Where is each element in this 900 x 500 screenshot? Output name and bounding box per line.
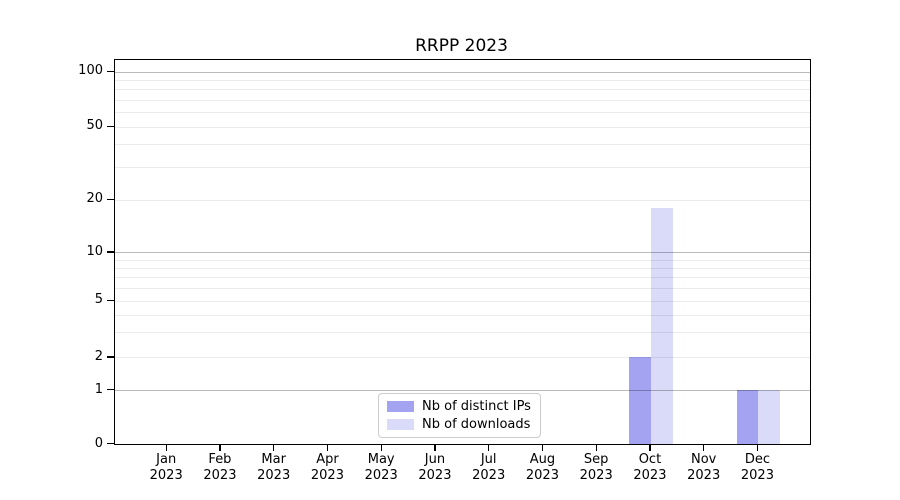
x-tick-mark: [434, 444, 436, 452]
gridline-major: [115, 252, 810, 254]
x-tick-mark: [380, 444, 382, 452]
x-tick-mark: [219, 444, 221, 452]
x-tick-label: May 2023: [364, 452, 398, 483]
x-tick-label: Aug 2023: [525, 452, 559, 483]
gridline-major: [115, 71, 810, 73]
x-tick-mark: [703, 444, 705, 452]
x-tick-label: Nov 2023: [687, 452, 721, 483]
y-tick-label: 5: [94, 292, 103, 308]
gridline-minor: [115, 267, 810, 269]
x-tick-label: Sep 2023: [579, 452, 613, 483]
x-tick-label: Jun 2023: [418, 452, 452, 483]
gridline-minor: [115, 89, 810, 91]
x-tick-label: Oct 2023: [633, 452, 667, 483]
x-tick-mark: [649, 444, 651, 452]
gridline-minor: [115, 332, 810, 334]
gridline-minor: [115, 100, 810, 101]
legend-swatch: [387, 419, 414, 430]
x-tick-mark: [326, 444, 329, 452]
legend-item: Nb of downloads: [387, 417, 531, 432]
y-tick-label: 2: [94, 348, 103, 364]
y-tick-label: 1: [94, 381, 103, 397]
gridline-minor: [115, 357, 810, 359]
y-tick-label: 100: [78, 63, 103, 79]
y-tick-mark: [107, 198, 114, 200]
plot-area: [114, 59, 811, 445]
x-tick-mark: [541, 444, 544, 452]
x-tick-label: Apr 2023: [310, 452, 344, 483]
gridline-minor: [115, 287, 810, 289]
y-tick-mark: [107, 443, 114, 445]
y-tick-label: 50: [86, 118, 103, 134]
y-tick-mark: [107, 251, 114, 253]
x-tick-mark: [488, 444, 490, 452]
x-tick-mark: [595, 444, 597, 452]
gridline-minor: [115, 167, 810, 169]
gridline-minor: [115, 300, 810, 302]
bar-distinct-ips: [736, 390, 759, 444]
legend: Nb of distinct IPs Nb of downloads: [378, 393, 541, 438]
gridline-minor: [115, 277, 810, 279]
x-tick-label: Dec 2023: [740, 452, 774, 483]
x-tick-mark: [756, 444, 759, 452]
legend-swatch: [387, 401, 414, 412]
legend-label: Nb of downloads: [422, 417, 531, 432]
y-tick-mark: [107, 125, 114, 127]
legend-label: Nb of distinct IPs: [422, 399, 531, 414]
bar-downloads: [758, 390, 781, 444]
gridline-minor: [115, 199, 810, 201]
gridline-minor: [115, 314, 810, 316]
gridline-minor: [115, 80, 810, 82]
x-tick-label: Jul 2023: [472, 452, 506, 483]
x-tick-label: Feb 2023: [203, 452, 237, 483]
x-tick-mark: [273, 444, 275, 452]
y-tick-mark: [107, 70, 114, 72]
y-tick-mark: [107, 299, 114, 301]
x-tick-label: Mar 2023: [257, 452, 291, 483]
x-tick-label: Jan 2023: [149, 452, 183, 483]
x-tick-mark: [165, 444, 167, 452]
legend-item: Nb of distinct IPs: [387, 399, 531, 414]
y-tick-label: 0: [94, 435, 103, 451]
gridline-minor: [115, 259, 810, 261]
chart-title: RRPP 2023: [415, 36, 508, 56]
gridline-minor: [115, 144, 810, 146]
bar-downloads: [650, 207, 673, 444]
gridline-minor: [115, 112, 810, 114]
y-tick-mark: [107, 356, 114, 358]
gridline-minor: [115, 126, 810, 128]
y-tick-label: 10: [86, 243, 103, 259]
bar-distinct-ips: [629, 357, 651, 444]
y-tick-mark: [107, 389, 114, 391]
gridline-major: [115, 390, 810, 391]
y-tick-label: 20: [86, 191, 103, 207]
